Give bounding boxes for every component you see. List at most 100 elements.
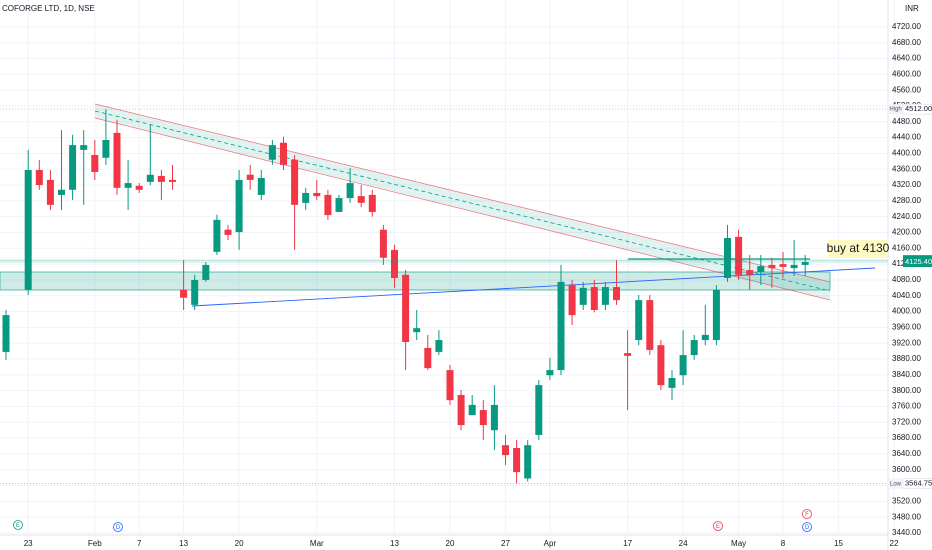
candle-body [513,447,521,473]
x-tick-label: 13 [179,539,188,548]
candle-body [202,264,210,280]
candle-body [291,159,299,205]
x-tick-label: 23 [24,539,33,548]
annotation-box [828,240,888,258]
candle-body [668,378,676,388]
event-marker [802,522,812,532]
candle-body [391,249,398,278]
price-tag-name-box [888,104,903,115]
y-tick-label: 3440.00 [892,528,921,537]
x-tick-label: 20 [446,539,455,548]
y-tick-label: 4080.00 [892,275,921,284]
candle-body [490,404,498,431]
candle-body [568,285,576,316]
y-tick-label: 3760.00 [892,402,921,411]
y-tick-label: 4440.00 [892,133,921,142]
candle-body [590,287,598,310]
y-tick-label: 3600.00 [892,465,921,474]
x-tick-label: Apr [544,539,557,548]
price-tag [903,256,932,267]
x-tick-label: 27 [501,539,510,548]
candle-body [746,270,754,275]
candle-body [102,139,110,158]
y-tick-label: 4360.00 [892,164,921,173]
y-tick-label: 4160.00 [892,243,921,252]
x-tick-label: 24 [679,539,688,548]
candle-body [646,300,654,350]
chart-title: COFORGE LTD, 1D, NSE [2,4,95,13]
x-tick-label: 7 [137,539,142,548]
candle-body [701,334,709,341]
grid [0,0,895,534]
candle-body [468,404,476,416]
y-tick-label: 3960.00 [892,323,921,332]
y-tick-label: 4320.00 [892,180,921,189]
price-tag-label: 4512.00 [905,104,932,113]
candle-body [690,340,698,356]
candle-body [479,410,487,426]
y-tick-label: 4400.00 [892,149,921,158]
candles [2,109,809,484]
candle-body [368,194,376,212]
candle-body [146,174,154,182]
candle-body [91,154,99,172]
candle-body [268,145,276,160]
candle-body [24,170,32,290]
y-tick-label: 4720.00 [892,22,921,31]
candle-body [601,287,609,305]
candle-body [535,385,543,435]
candle-body [313,192,321,197]
annotation: buy at 4130 [827,241,890,255]
x-tick-label: 22 [890,539,899,548]
y-tick-label: 4200.00 [892,228,921,237]
price-tag-label: 3564.75 [905,479,932,488]
channel-bottom [94,117,831,301]
candle-body [180,289,188,298]
candle-body [257,177,265,195]
candle-body [801,261,809,265]
candle-body [58,189,65,195]
candle-body [135,185,143,190]
price-tag-name-box [888,478,903,489]
x-tick-label: 15 [834,539,843,548]
y-tick-label: 3680.00 [892,433,921,442]
candle-body [557,281,565,371]
candle-body [46,179,54,205]
y-tick-label: 4480.00 [892,117,921,126]
candle-body [169,179,176,182]
candle-body [302,192,310,203]
candle-body [657,345,665,386]
y-tick-label: 3920.00 [892,338,921,347]
candle-body [546,370,554,376]
candle-body [346,183,354,199]
candle-body [446,370,454,401]
candle-body [790,264,798,269]
event-label: D [805,525,810,531]
y-tick-label: 4280.00 [892,196,921,205]
x-tick-label: 20 [235,539,244,548]
candle-body [280,142,287,165]
candle-body [35,170,43,186]
y-tick-label: 4040.00 [892,291,921,300]
event-marker [13,520,23,530]
channel-mid [94,110,831,292]
candle-body [424,347,432,369]
candle-body [224,229,232,235]
currency: INR [905,4,919,13]
candle-body [757,266,765,273]
x-tick-label: Feb [88,539,102,548]
x-tick-label: 8 [781,539,786,548]
event-label: E [16,523,20,529]
candle-body [335,198,343,212]
candle-body [113,132,121,188]
y-tick-label: 3800.00 [892,386,921,395]
event-label: F [805,512,809,518]
candle-body [735,236,743,275]
event-label: E [716,524,720,530]
candle-body [435,340,443,352]
y-tick-label: 3840.00 [892,370,921,379]
event-marker [802,509,812,519]
candle-body [191,279,199,305]
